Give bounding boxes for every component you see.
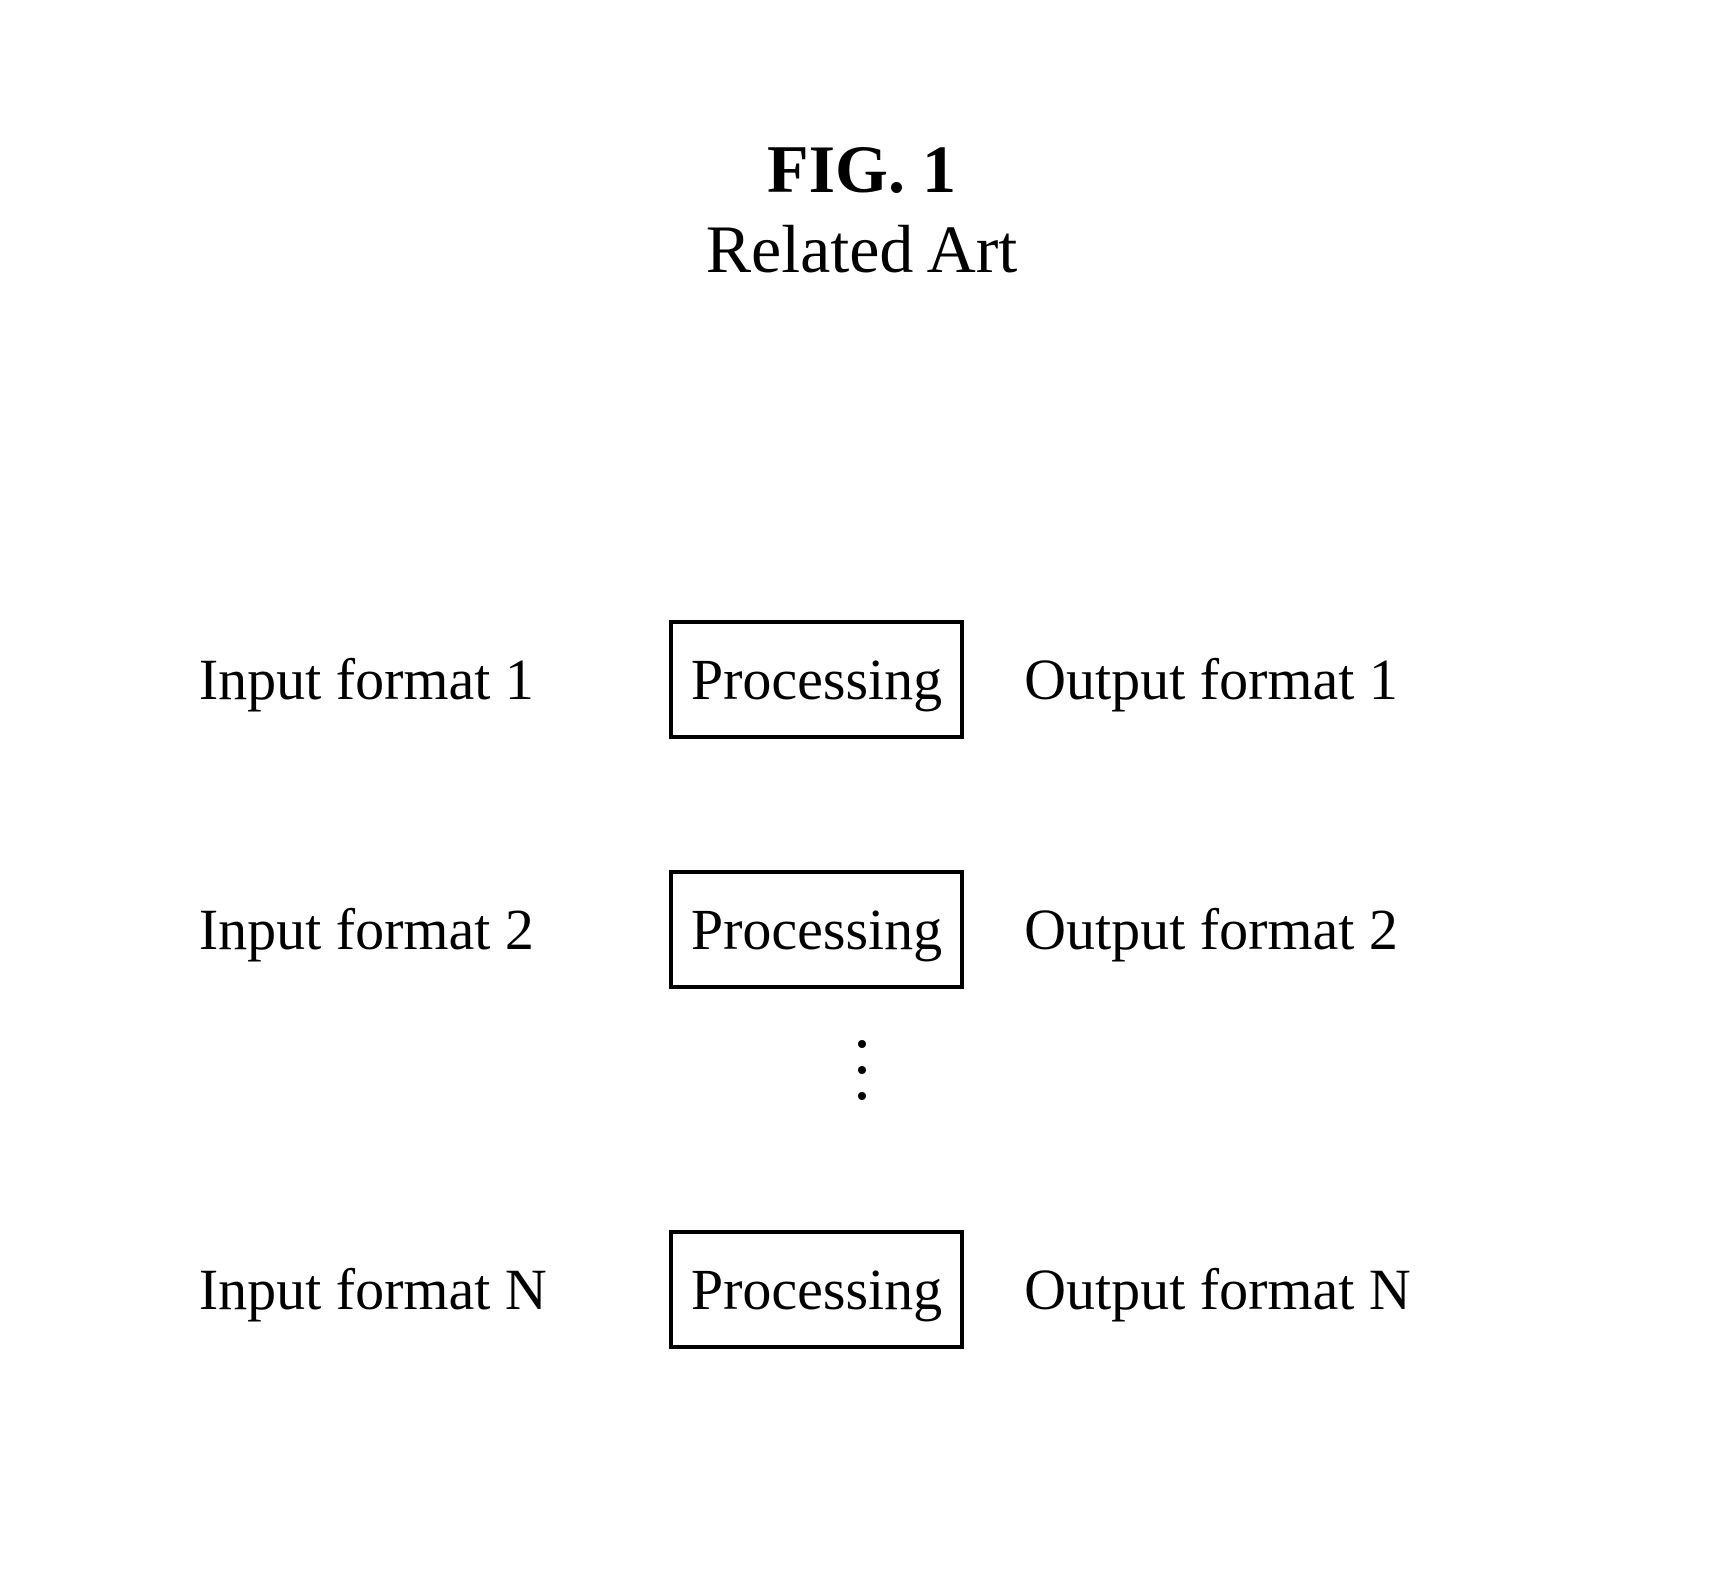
figure-label: FIG. 1 [0, 130, 1723, 209]
processing-box-2: Processing [669, 870, 964, 989]
processing-box-1: Processing [669, 620, 964, 739]
output-label-n: Output format N [1024, 1256, 1524, 1323]
output-label-1: Output format 1 [1024, 646, 1524, 713]
input-label-1: Input format 1 [199, 646, 639, 713]
figure-subtitle: Related Art [0, 210, 1723, 289]
diagram-row-2: Input format 2 Processing Output format … [0, 870, 1723, 989]
dot-icon [858, 1066, 866, 1074]
input-label-n: Input format N [199, 1256, 639, 1323]
vertical-ellipsis-icon [858, 1040, 866, 1100]
dot-icon [858, 1040, 866, 1048]
input-label-2: Input format 2 [199, 896, 639, 963]
diagram-row-n: Input format N Processing Output format … [0, 1230, 1723, 1349]
diagram-row-1: Input format 1 Processing Output format … [0, 620, 1723, 739]
output-label-2: Output format 2 [1024, 896, 1524, 963]
dot-icon [858, 1092, 866, 1100]
processing-box-n: Processing [669, 1230, 964, 1349]
